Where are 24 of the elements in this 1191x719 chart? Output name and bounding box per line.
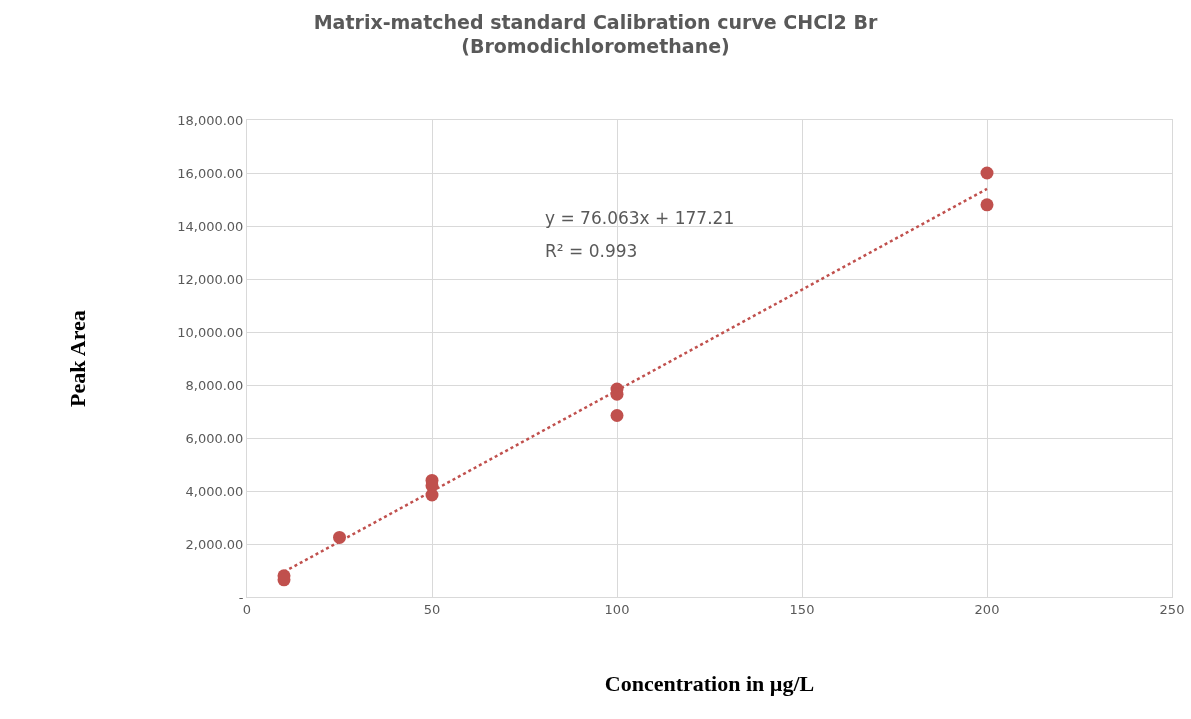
point [980, 198, 994, 212]
x-tick-label: 200 [974, 601, 1000, 617]
y-tick-label: 12,000.00 [177, 271, 244, 287]
y-tick-label: 6,000.00 [185, 430, 244, 446]
y-tick-label: - [238, 589, 244, 605]
y-tick-label: 14,000.00 [177, 218, 244, 234]
x-tick-label: 100 [604, 601, 630, 617]
x-tick-label: 0 [242, 601, 252, 617]
y-tick-label: 4,000.00 [185, 483, 244, 499]
annotation: y = 76.063x + 177.21 [545, 208, 735, 228]
x-axis-title: Concentration in µg/L [604, 671, 815, 697]
y-axis-title: Peak Area [65, 310, 91, 407]
point [980, 166, 994, 180]
y-tick-label: 10,000.00 [177, 324, 244, 340]
annotation: R² = 0.993 [545, 241, 638, 261]
x-tick-label: 50 [423, 601, 441, 617]
chart-title: Matrix-matched standard Calibration curve CHCl2 Br (Bromodichloromethane) [313, 10, 878, 58]
y-tick-label: 16,000.00 [177, 165, 244, 181]
x-tick-label: 250 [1159, 601, 1185, 617]
x-tick-label: 150 [789, 601, 815, 617]
y-tick-label: 8,000.00 [185, 377, 244, 393]
point [610, 408, 624, 422]
y-tick-label: 2,000.00 [185, 536, 244, 552]
y-tick-label: 18,000.00 [177, 112, 244, 128]
